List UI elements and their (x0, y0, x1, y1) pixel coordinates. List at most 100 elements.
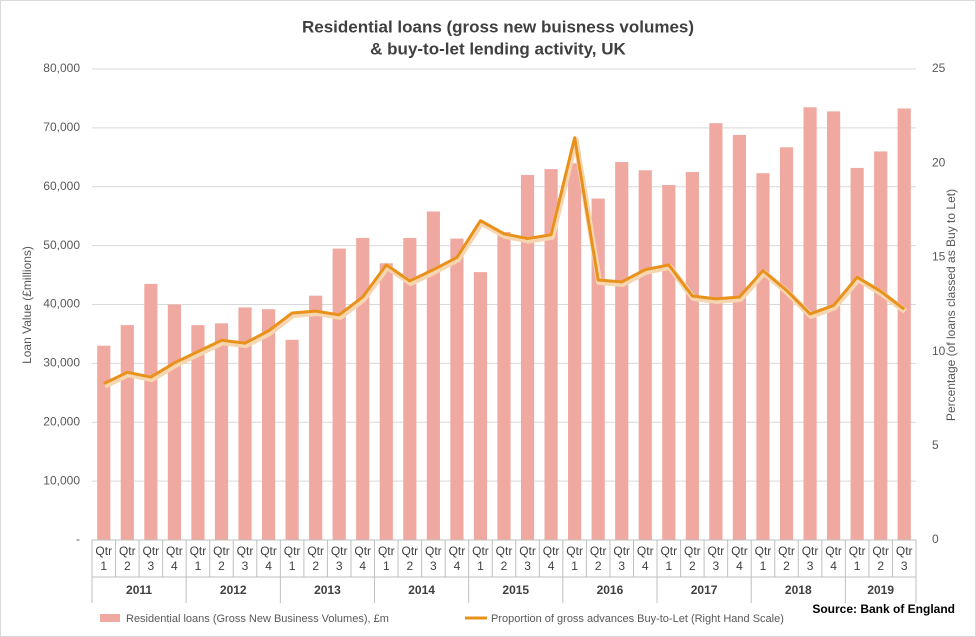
y-tick-label: 10,000 (43, 473, 80, 487)
bar (473, 272, 488, 540)
x-tick-label: Qtr 4 (354, 544, 372, 573)
bar (285, 339, 299, 540)
bar (120, 325, 134, 540)
y-tick-label: 40,000 (43, 297, 80, 311)
x-tick-label: Qtr 1 (754, 544, 772, 573)
bar (403, 237, 417, 540)
y-tick-label: 50,000 (43, 238, 80, 252)
y2-tick-label: 25 (932, 61, 946, 75)
x-tick-label: Qtr 2 (872, 544, 889, 573)
bar (238, 307, 252, 540)
line (103, 136, 906, 385)
bar (167, 304, 181, 540)
x-tick-label: Qtr 3 (142, 544, 160, 573)
bar (685, 172, 699, 540)
x-tick-label: Qtr 3 (330, 544, 348, 573)
bar (827, 111, 841, 540)
bar (356, 237, 370, 540)
bar (97, 345, 111, 540)
y2-axis-label: Percentage (of loans classed as Buy to L… (944, 189, 958, 421)
y2-tick-label: 0 (932, 532, 939, 546)
x-tick-label: Qtr 3 (519, 544, 536, 573)
y-tick-label: 30,000 (43, 356, 80, 370)
bar (450, 238, 464, 540)
y-tick-label: - (76, 532, 80, 546)
x-tick-label: Qtr 4 (448, 544, 466, 573)
y-tick-label: 80,000 (43, 61, 80, 75)
x-tick-label: Qtr 1 (848, 544, 866, 573)
bar (426, 211, 440, 541)
y2-tick-label: 20 (932, 155, 946, 169)
bar (332, 248, 346, 540)
x-tick-label: Qtr 3 (425, 544, 442, 573)
x-tick-label: Qtr 2 (213, 544, 230, 573)
bar (497, 232, 511, 541)
bar (756, 173, 770, 541)
bar (874, 151, 888, 541)
x-tick-label: Qtr 3 (236, 544, 254, 573)
y2-tick-label: 5 (932, 438, 939, 452)
bar (615, 162, 629, 540)
y2-tick-label: 15 (932, 250, 946, 264)
x-tick-label: Qtr 4 (166, 544, 183, 573)
x-tick-label: Qtr 2 (307, 544, 324, 573)
bar (568, 163, 582, 540)
legend-swatch (100, 614, 120, 622)
bar (709, 123, 723, 540)
x-tick-label: Qtr 4 (636, 544, 654, 573)
x-tick-label: Qtr 3 (801, 544, 819, 573)
x-group-label: 2016 (597, 583, 624, 597)
x-tick-label: Qtr 3 (707, 544, 725, 573)
legend-label: Residential loans (Gross New Business Vo… (126, 613, 389, 625)
x-group-label: 2013 (314, 583, 341, 597)
bar (261, 309, 276, 540)
x-tick-label: Qtr 2 (778, 544, 795, 573)
source: Source: Bank of England (812, 602, 955, 616)
x-group-label: 2017 (691, 583, 718, 597)
bar (379, 263, 393, 540)
x-group-label: 2014 (408, 583, 435, 597)
bar (638, 170, 652, 540)
y-tick-label: 60,000 (43, 179, 80, 193)
x-tick-label: Qtr 4 (825, 544, 842, 573)
y-axis-label: Loan Value (£millions) (20, 246, 34, 364)
bar (897, 108, 911, 540)
bar (520, 174, 535, 540)
bar (144, 283, 158, 540)
x-tick-label: Qtr 2 (118, 544, 136, 573)
bar (544, 169, 558, 540)
bar (214, 323, 229, 540)
bar (850, 167, 864, 540)
legend-label: Proportion of gross advances Buy-to-Let … (491, 613, 784, 625)
bar (309, 295, 323, 540)
x-tick-label: Qtr 1 (660, 544, 678, 573)
x-tick-label: Qtr 1 (283, 544, 301, 573)
bar (732, 134, 747, 540)
x-tick-label: Qtr 3 (613, 544, 631, 573)
x-tick-label: Qtr 1 (377, 544, 395, 573)
x-tick-label: Qtr 1 (189, 544, 207, 573)
x-tick-label: Qtr 2 (401, 544, 419, 573)
x-tick-label: Qtr 1 (95, 544, 113, 573)
x-tick-label: Qtr 2 (589, 544, 607, 573)
chart-title: & buy-to-let lending activity, UK (370, 39, 626, 58)
x-group-label: 2011 (126, 583, 152, 597)
x-tick-label: Qtr 2 (495, 544, 513, 573)
y-tick-label: 20,000 (43, 414, 80, 428)
x-tick-label: Qtr 2 (683, 544, 701, 573)
bar (191, 325, 205, 540)
x-tick-label: Qtr 1 (472, 544, 489, 573)
chart-title: Residential loans (gross new buisness vo… (302, 17, 694, 36)
x-group-label: 2018 (785, 583, 812, 597)
bar (662, 184, 676, 540)
x-group-label: 2019 (867, 583, 894, 597)
bar (803, 107, 817, 541)
y-tick-label: 70,000 (43, 120, 80, 134)
x-group-label: 2015 (502, 583, 529, 597)
x-tick-label: Qtr 3 (895, 544, 913, 573)
x-tick-label: Qtr 1 (566, 544, 583, 573)
x-tick-label: Qtr 4 (731, 544, 748, 573)
x-tick-label: Qtr 4 (260, 544, 277, 573)
